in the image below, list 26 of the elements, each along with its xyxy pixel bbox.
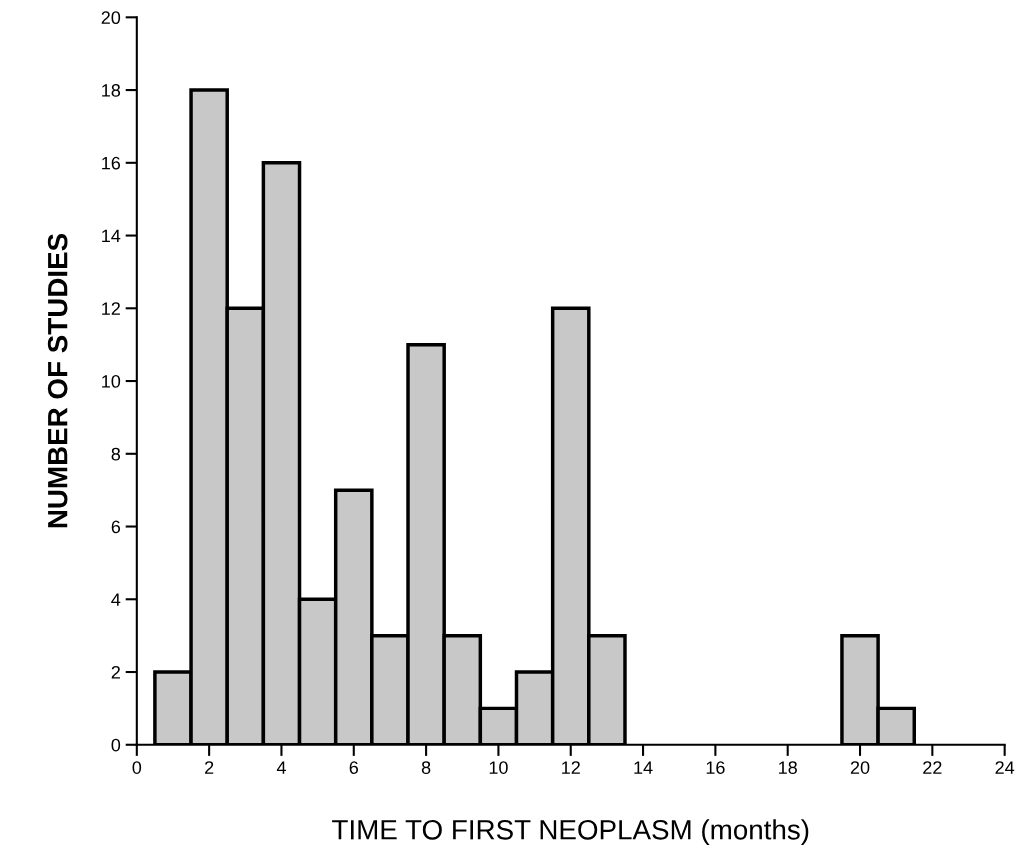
y-tick-label: 0 xyxy=(111,738,121,752)
y-tick-label: 4 xyxy=(111,593,121,606)
y-tick-label: 6 xyxy=(111,520,121,534)
y-tick-label: 20 xyxy=(101,11,121,25)
x-tick-label: 10 xyxy=(489,761,508,774)
y-tick-label: 16 xyxy=(102,156,121,170)
x-tick-label: 16 xyxy=(706,761,725,774)
x-tick-label: 8 xyxy=(421,761,431,774)
y-tick-label: 10 xyxy=(102,374,121,388)
y-tick-label: 14 xyxy=(102,229,121,243)
y-tick-label: 2 xyxy=(111,665,120,679)
x-tick-label: 24 xyxy=(995,761,1015,774)
x-tick-label: 20 xyxy=(850,761,870,774)
x-tick-label: 14 xyxy=(634,761,653,774)
y-tick-label: 18 xyxy=(102,84,121,97)
x-tick-label: 18 xyxy=(779,761,797,774)
x-axis-title: TIME TO FIRST NEOPLASM (months) xyxy=(332,819,809,846)
y-tick-label: 12 xyxy=(102,302,120,315)
x-tick-label: 4 xyxy=(276,761,286,774)
x-tick-label: 6 xyxy=(349,761,358,774)
x-tick-label: 2 xyxy=(205,761,214,774)
y-axis-title: NUMBER OF STUDIES xyxy=(47,233,68,528)
x-tick-label: 22 xyxy=(923,761,942,774)
x-tick-label: 12 xyxy=(562,761,580,774)
x-tick-label: 0 xyxy=(132,761,142,774)
y-tick-label: 8 xyxy=(111,447,121,461)
